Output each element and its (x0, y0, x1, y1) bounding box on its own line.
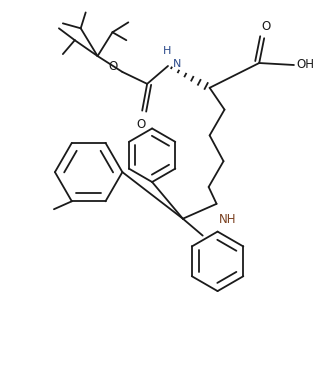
Text: O: O (262, 20, 271, 33)
Text: O: O (108, 61, 118, 73)
Text: NH: NH (218, 213, 236, 226)
Text: O: O (136, 117, 146, 131)
Text: OH: OH (296, 58, 314, 70)
Text: H: H (163, 46, 171, 56)
Text: N: N (173, 59, 181, 69)
